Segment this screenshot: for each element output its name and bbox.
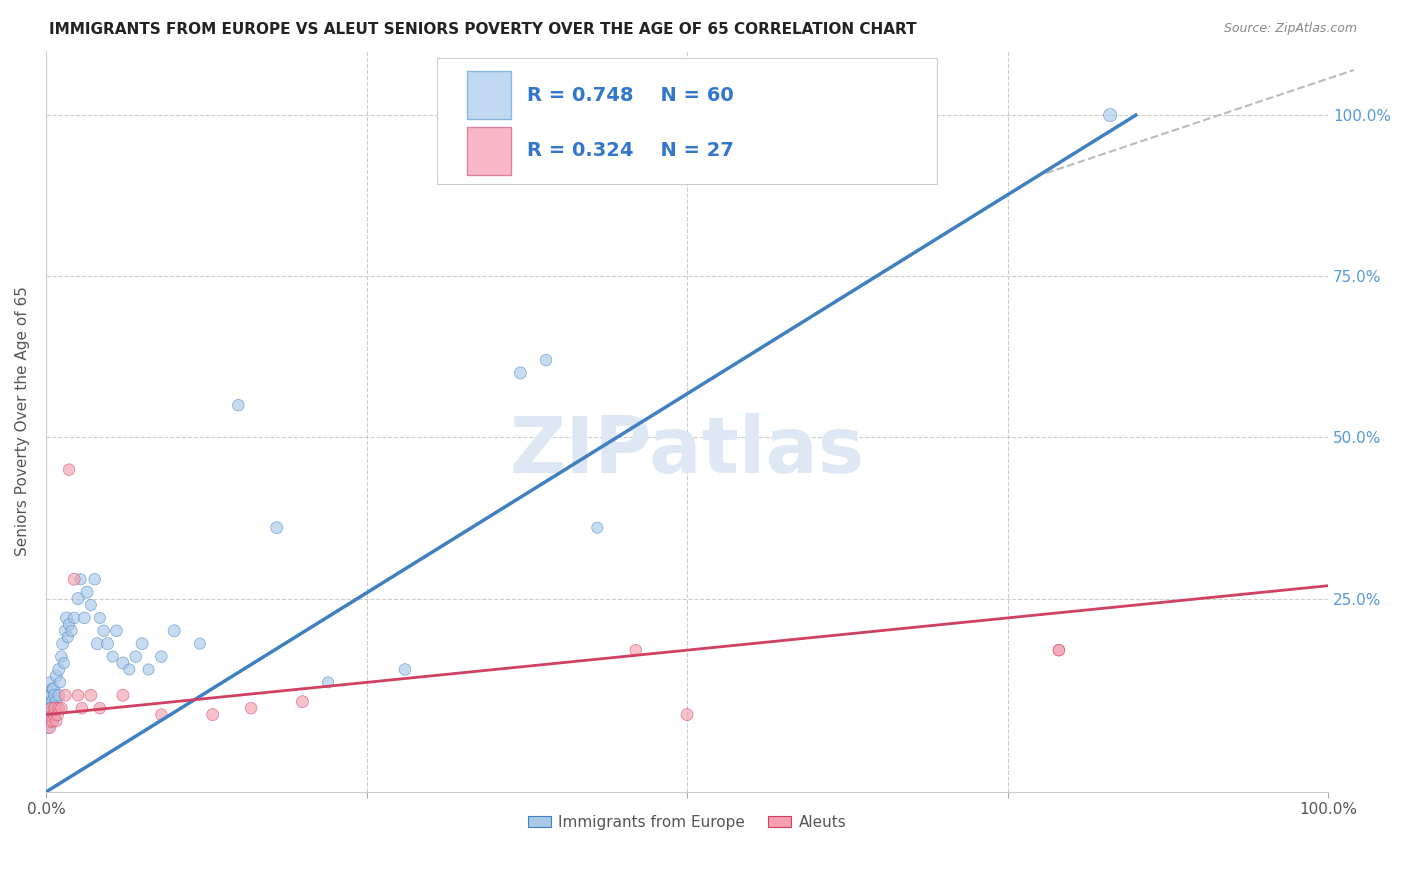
- Text: ZIPatlas: ZIPatlas: [509, 413, 865, 489]
- Point: [41, 714, 63, 728]
- Point: [51, 649, 73, 664]
- Point: [240, 701, 263, 715]
- Point: [53, 624, 76, 638]
- Point: [39, 707, 62, 722]
- Point: [105, 624, 128, 638]
- Point: [45, 714, 67, 728]
- Point: [163, 624, 186, 638]
- Point: [52, 637, 75, 651]
- Point: [42, 701, 65, 715]
- Point: [111, 656, 134, 670]
- Point: [80, 688, 103, 702]
- Point: [38, 707, 60, 722]
- Point: [46, 701, 69, 715]
- Point: [101, 649, 124, 664]
- Point: [1099, 108, 1122, 122]
- Point: [45, 695, 67, 709]
- Legend: Immigrants from Europe, Aleuts: Immigrants from Europe, Aleuts: [522, 809, 852, 836]
- Point: [111, 688, 134, 702]
- Point: [38, 714, 60, 728]
- Point: [60, 624, 83, 638]
- FancyBboxPatch shape: [467, 127, 512, 175]
- Point: [1047, 643, 1070, 657]
- Point: [38, 675, 60, 690]
- Point: [150, 707, 173, 722]
- Point: [38, 721, 60, 735]
- Point: [624, 643, 647, 657]
- Point: [38, 695, 60, 709]
- Point: [534, 353, 557, 368]
- FancyBboxPatch shape: [437, 58, 936, 184]
- Point: [1047, 643, 1070, 657]
- Point: [69, 572, 91, 586]
- Y-axis label: Seniors Poverty Over the Age of 65: Seniors Poverty Over the Age of 65: [15, 286, 30, 557]
- Point: [586, 521, 609, 535]
- Point: [42, 707, 65, 722]
- FancyBboxPatch shape: [467, 71, 512, 120]
- Point: [58, 463, 80, 477]
- Point: [53, 688, 76, 702]
- Point: [55, 611, 77, 625]
- Point: [73, 611, 96, 625]
- Point: [44, 688, 66, 702]
- Point: [316, 675, 339, 690]
- Text: IMMIGRANTS FROM EUROPE VS ALEUT SENIORS POVERTY OVER THE AGE OF 65 CORRELATION C: IMMIGRANTS FROM EUROPE VS ALEUT SENIORS …: [49, 22, 917, 37]
- Point: [201, 707, 224, 722]
- Point: [70, 701, 93, 715]
- Point: [44, 701, 66, 715]
- Point: [76, 585, 98, 599]
- Point: [45, 669, 67, 683]
- Point: [39, 701, 62, 715]
- Point: [48, 701, 70, 715]
- Point: [37, 701, 59, 715]
- Point: [56, 630, 79, 644]
- Point: [89, 701, 111, 715]
- Point: [509, 366, 531, 380]
- Point: [83, 572, 105, 586]
- Point: [48, 688, 70, 702]
- Point: [41, 681, 63, 696]
- Point: [676, 707, 699, 722]
- Point: [80, 598, 103, 612]
- Point: [266, 521, 288, 535]
- Point: [118, 663, 141, 677]
- Point: [86, 637, 108, 651]
- Point: [39, 688, 62, 702]
- Text: R = 0.324    N = 27: R = 0.324 N = 27: [527, 141, 734, 161]
- Point: [138, 663, 160, 677]
- Point: [37, 721, 59, 735]
- Point: [66, 688, 89, 702]
- Point: [188, 637, 211, 651]
- Point: [42, 681, 65, 696]
- Point: [37, 714, 59, 728]
- Point: [66, 591, 89, 606]
- Point: [63, 611, 86, 625]
- Point: [125, 649, 148, 664]
- Point: [52, 656, 75, 670]
- Point: [394, 663, 416, 677]
- Point: [96, 637, 118, 651]
- Point: [58, 617, 80, 632]
- Point: [226, 398, 249, 412]
- Point: [291, 695, 314, 709]
- Point: [49, 675, 72, 690]
- Point: [48, 663, 70, 677]
- Point: [38, 688, 60, 702]
- Point: [46, 707, 69, 722]
- Point: [41, 714, 63, 728]
- Point: [44, 707, 66, 722]
- Text: R = 0.748    N = 60: R = 0.748 N = 60: [527, 86, 734, 104]
- Point: [131, 637, 153, 651]
- Point: [89, 611, 111, 625]
- Text: Source: ZipAtlas.com: Source: ZipAtlas.com: [1223, 22, 1357, 36]
- Point: [41, 695, 63, 709]
- Point: [39, 701, 62, 715]
- Point: [93, 624, 115, 638]
- Point: [63, 572, 86, 586]
- Point: [51, 701, 73, 715]
- Point: [38, 707, 60, 722]
- Point: [150, 649, 173, 664]
